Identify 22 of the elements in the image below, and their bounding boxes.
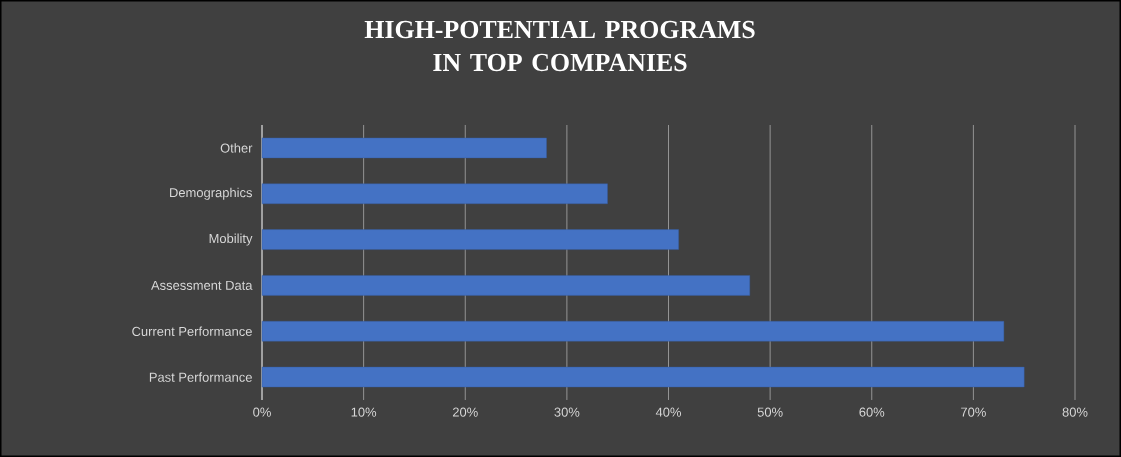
x-tick-label: 70% [961,407,986,417]
x-tick-label: 50% [757,407,783,417]
bar [261,183,608,204]
x-tick-label: 40% [655,407,682,417]
bar [261,137,547,159]
bar [261,321,1005,342]
y-tick-label: Demographics [170,187,253,200]
y-tick-label: Other [220,143,253,153]
x-tick-label: 0% [253,407,271,417]
y-tick-label: Mobility [209,233,253,246]
x-tick-label: 20% [452,407,478,417]
y-tick-label: Current Performance [132,326,252,336]
x-tick-label: 30% [554,407,580,417]
bar [261,229,679,250]
y-tick-label: Assessment Data [151,280,253,290]
x-tick-label: 10% [351,407,377,417]
y-tick-label: Past Performance [149,372,252,382]
x-tick-label: 60% [859,407,885,417]
bar [261,366,1025,388]
bar [261,275,751,296]
x-tick-label: 80% [1062,407,1088,417]
chart-title: HIGH-POTENTIAL PROGRAMS IN TOP COMPANIES [364,20,755,72]
